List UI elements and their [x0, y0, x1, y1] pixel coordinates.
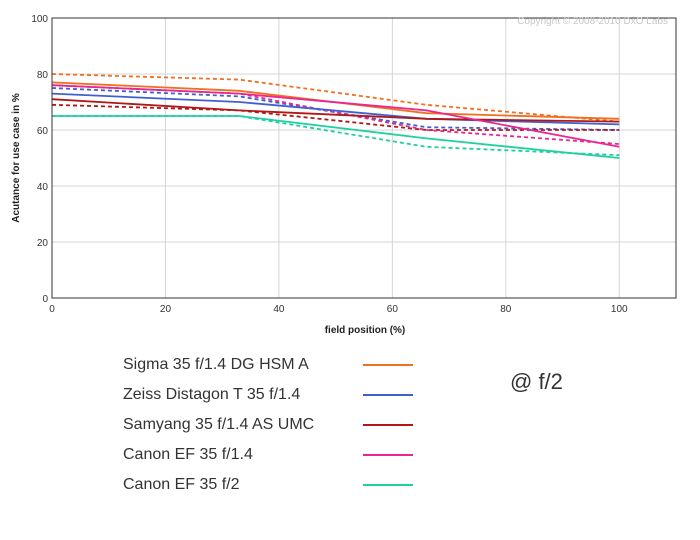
legend-label: Zeiss Distagon T 35 f/1.4 [123, 386, 301, 403]
y-tick-labels: 0 20 40 60 80 100 [31, 14, 48, 305]
legend-item: Sigma 35 f/1.4 DG HSM A [123, 350, 413, 380]
legend-swatch [363, 394, 413, 396]
y-tick-label: 20 [37, 238, 49, 249]
legend-swatch [363, 484, 413, 486]
y-tick-label: 0 [42, 294, 48, 305]
series-line-8-solid [52, 115, 620, 159]
plot-frame [51, 17, 677, 299]
x-tick-label: 100 [611, 304, 628, 315]
legend: Sigma 35 f/1.4 DG HSM A Zeiss Distagon T … [123, 350, 413, 500]
plot-area [52, 18, 676, 298]
legend-label: Canon EF 35 f/2 [123, 476, 240, 493]
x-tick-labels: 0 20 40 60 80 100 [49, 304, 628, 315]
legend-swatch [363, 454, 413, 456]
legend-label: Sigma 35 f/1.4 DG HSM A [123, 356, 309, 373]
x-tick-label: 60 [387, 304, 399, 315]
acutance-chart: 0 20 40 60 80 100 0 20 40 60 80 100 Copyright © 20… [11, 14, 677, 336]
legend-label: Samyang 35 f/1.4 AS UMC [123, 416, 315, 433]
legend-item: Canon EF 35 f/2 [123, 470, 413, 500]
legend-item: Samyang 35 f/1.4 AS UMC [123, 410, 413, 440]
legend-label: Canon EF 35 f/1.4 [123, 446, 253, 463]
x-tick-label: 20 [160, 304, 172, 315]
x-tick-label: 80 [500, 304, 512, 315]
y-axis-title: Acutance for use case in % [11, 93, 22, 223]
copyright-text: Copyright © 2008-2010 DxO Labs [517, 16, 668, 27]
x-tick-label: 40 [273, 304, 285, 315]
y-tick-label: 80 [37, 70, 49, 81]
series-line-1-dashed [51, 73, 620, 123]
series-line-5-dashed [51, 103, 620, 131]
series-line-2-solid [51, 92, 620, 126]
y-tick-label: 40 [37, 182, 49, 193]
y-tick-label: 100 [31, 14, 48, 25]
legend-swatch [363, 364, 413, 366]
x-tick-label: 0 [49, 304, 55, 315]
legend-item: Canon EF 35 f/1.4 [123, 440, 413, 470]
legend-item: Zeiss Distagon T 35 f/1.4 [123, 380, 413, 410]
y-tick-label: 60 [37, 126, 49, 137]
x-axis-title: field position (%) [325, 325, 406, 336]
series-line-6-solid [51, 84, 620, 148]
series-layer [51, 73, 620, 159]
aperture-label: @ f/2 [510, 369, 563, 394]
series-line-4-solid [51, 98, 620, 123]
legend-swatch [363, 424, 413, 426]
